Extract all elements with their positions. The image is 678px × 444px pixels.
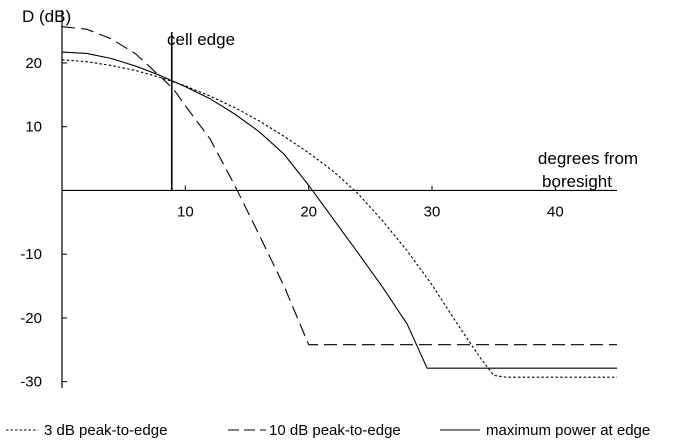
x-axis-title-line2: boresight	[542, 172, 612, 191]
x-axis-title-line1: degrees from	[538, 149, 638, 168]
cell-edge-label: cell edge	[167, 30, 235, 49]
y-tick-label: 20	[25, 55, 42, 72]
x-tick-label: 30	[424, 203, 441, 220]
legend-label-max-power: maximum power at edge	[486, 422, 650, 439]
x-tick-label: 20	[300, 203, 317, 220]
y-tick-label: -10	[20, 246, 42, 263]
legend: 3 dB peak-to-edge 10 dB peak-to-edge max…	[6, 422, 650, 439]
series-layer	[61, 26, 617, 378]
series-line-1	[61, 26, 617, 346]
series-line-0	[61, 59, 617, 378]
y-tick-label: -20	[20, 310, 42, 327]
y-tick-label: -30	[20, 374, 42, 391]
axes	[61, 10, 617, 388]
legend-label-10db: 10 dB peak-to-edge	[269, 422, 401, 439]
legend-label-3db: 3 dB peak-to-edge	[44, 422, 167, 439]
y-axis-title: D (dB)	[22, 7, 71, 26]
x-tick-label: 10	[177, 203, 194, 220]
x-tick-label: 40	[547, 203, 564, 220]
y-tick-label: 10	[25, 119, 42, 136]
series-line-2	[61, 51, 617, 369]
y-ticks: 20 10 -10 -20 -30	[20, 55, 67, 391]
x-ticks: 10 20 30 40	[177, 185, 564, 220]
